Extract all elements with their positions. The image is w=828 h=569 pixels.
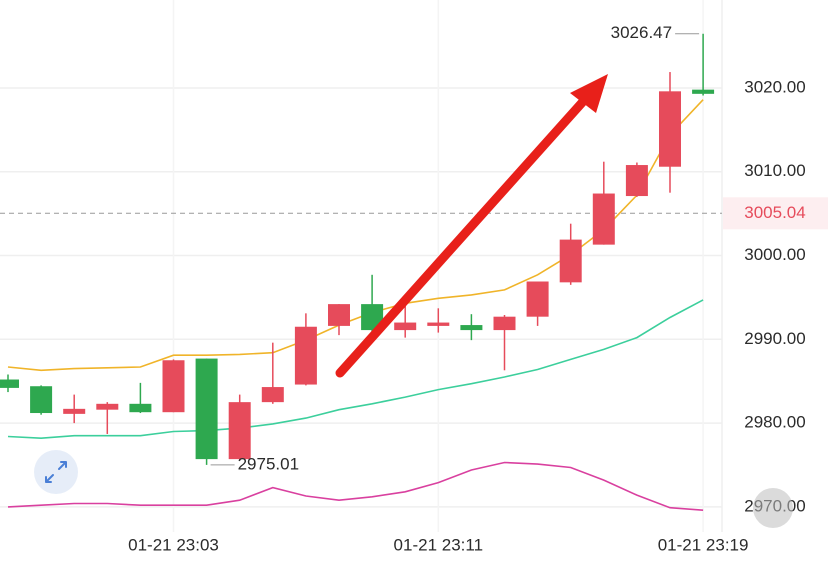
y-tick-label: 3010.00	[744, 161, 805, 180]
high-label: 3026.47	[611, 23, 672, 42]
candle-body	[559, 239, 582, 283]
y-tick-label: 2980.00	[744, 413, 805, 432]
current-price-box	[723, 197, 828, 230]
candle-body	[592, 193, 615, 245]
moving-average-line	[7, 299, 704, 440]
expand-button[interactable]	[34, 450, 78, 494]
moving-average-line	[7, 461, 704, 511]
candle-body	[162, 360, 185, 413]
candle-body	[427, 322, 450, 326]
low-label: 2975.01	[238, 454, 299, 473]
settings-button[interactable]	[753, 488, 793, 528]
candle-body	[96, 403, 119, 410]
trend-arrow	[335, 74, 608, 378]
candle-body	[228, 402, 251, 460]
candle-body	[261, 387, 284, 403]
x-tick-label: 01-21 23:03	[128, 535, 219, 554]
arrow-head	[570, 74, 608, 113]
candle-body	[394, 322, 417, 331]
candle-body	[0, 379, 19, 388]
x-tick-label: 01-21 23:19	[658, 535, 749, 554]
candle-body	[659, 91, 681, 167]
candle-body	[526, 281, 549, 317]
candle-body	[63, 408, 86, 414]
moving-average-line	[7, 99, 704, 372]
expand-icon	[45, 461, 67, 483]
expand-circle[interactable]	[34, 450, 78, 494]
y-tick-label: 3000.00	[744, 245, 805, 264]
y-tick-label: 2990.00	[744, 329, 805, 348]
grid	[0, 0, 723, 532]
y-tick-label: 3020.00	[744, 77, 805, 96]
candle-body	[625, 165, 648, 197]
moving-averages	[7, 99, 704, 511]
candle-body	[294, 326, 317, 385]
candle-body	[493, 316, 516, 331]
labels: 2970.002980.002990.003000.003010.003020.…	[128, 23, 828, 554]
candle-body	[460, 325, 483, 331]
x-tick-label: 01-21 23:11	[394, 535, 483, 554]
candles	[0, 33, 715, 465]
candle-body	[328, 304, 350, 326]
candle-body	[129, 403, 152, 413]
candle-body	[692, 89, 715, 94]
current-price-label: 3005.04	[744, 203, 805, 222]
arrow-shaft	[335, 91, 593, 378]
candle-body	[195, 358, 218, 460]
candle-body	[30, 386, 53, 414]
candle-body	[361, 304, 384, 331]
